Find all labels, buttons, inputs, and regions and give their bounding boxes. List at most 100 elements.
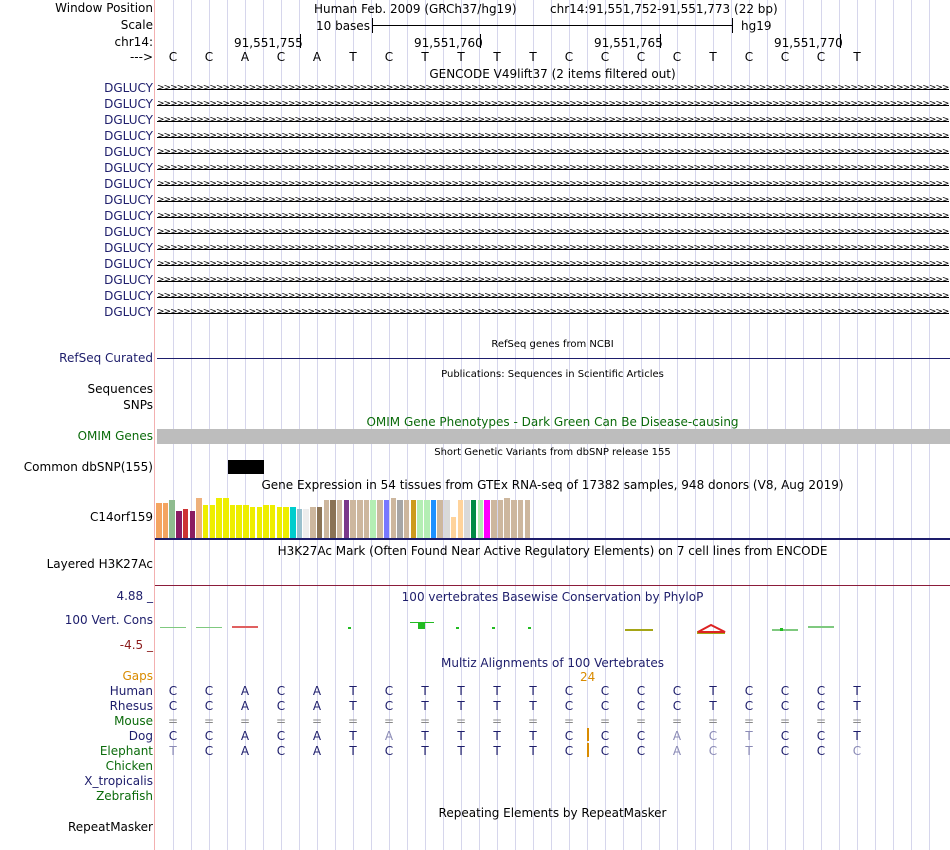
gtex-bar[interactable] [229,505,236,538]
gtex-bar[interactable] [276,507,283,538]
gencode-row-label[interactable]: DGLUCY [104,257,153,271]
gencode-transcript[interactable]: >>>>>>>>>>>>>>>>>>>>>>>>>>>>>>>>>>>>>>>>… [157,243,949,255]
gtex-bar[interactable] [403,500,410,538]
gencode-row-label[interactable]: DGLUCY [104,113,153,127]
gencode-transcript[interactable]: >>>>>>>>>>>>>>>>>>>>>>>>>>>>>>>>>>>>>>>>… [157,99,949,111]
gtex-bar[interactable] [491,500,497,538]
gencode-transcript[interactable]: >>>>>>>>>>>>>>>>>>>>>>>>>>>>>>>>>>>>>>>>… [157,83,949,95]
gtex-bar[interactable] [430,500,437,538]
multiz-species-dog[interactable]: Dog [128,729,153,743]
gtex-bar[interactable] [310,507,316,538]
gtex-bar[interactable] [176,511,182,538]
gencode-row-label[interactable]: DGLUCY [104,209,153,223]
gtex-bar[interactable] [410,500,417,538]
gtex-bar[interactable] [524,500,530,538]
multiz-species-mouse[interactable]: Mouse [114,714,153,728]
gencode-row-label[interactable]: DGLUCY [104,225,153,239]
gtex-bar[interactable] [417,500,423,538]
gencode-row-label[interactable]: DGLUCY [104,97,153,111]
gencode-row-label[interactable]: DGLUCY [104,81,153,95]
gencode-row-label[interactable]: DGLUCY [104,193,153,207]
gencode-row-label[interactable]: DGLUCY [104,161,153,175]
gtex-bar[interactable] [363,500,370,538]
gtex-bar[interactable] [249,507,256,538]
gtex-bar[interactable] [377,500,383,538]
gtex-bar[interactable] [504,498,510,538]
gencode-transcript[interactable]: >>>>>>>>>>>>>>>>>>>>>>>>>>>>>>>>>>>>>>>>… [157,115,949,127]
gtex-bar[interactable] [316,507,323,538]
gtex-bar[interactable] [457,500,463,538]
gtex-bar[interactable] [189,511,195,538]
multiz-species-chicken[interactable]: Chicken [105,759,153,773]
gencode-transcript[interactable]: >>>>>>>>>>>>>>>>>>>>>>>>>>>>>>>>>>>>>>>>… [157,307,949,319]
omim-label[interactable]: OMIM Genes [77,429,153,443]
gtex-bar[interactable] [330,500,336,538]
omim-feature[interactable] [157,429,950,444]
gtex-bar[interactable] [484,500,490,538]
gencode-row-label[interactable]: DGLUCY [104,177,153,191]
gencode-transcript[interactable]: >>>>>>>>>>>>>>>>>>>>>>>>>>>>>>>>>>>>>>>>… [157,179,949,191]
gtex-bar[interactable] [444,500,450,538]
gencode-transcript[interactable]: >>>>>>>>>>>>>>>>>>>>>>>>>>>>>>>>>>>>>>>>… [157,275,949,287]
gtex-bar[interactable] [283,507,289,538]
gtex-bar[interactable] [323,500,329,538]
gtex-bar[interactable] [517,500,524,538]
gtex-bar[interactable] [223,498,229,538]
gencode-row-label[interactable]: DGLUCY [104,129,153,143]
gencode-transcript[interactable]: >>>>>>>>>>>>>>>>>>>>>>>>>>>>>>>>>>>>>>>>… [157,211,949,223]
refseq-label[interactable]: RefSeq Curated [59,351,153,365]
multiz-species-x_tropicalis[interactable]: X_tropicalis [84,774,153,788]
publications-snps-label[interactable]: SNPs [123,398,153,412]
gtex-bar[interactable] [209,505,216,538]
multiz-species-elephant[interactable]: Elephant [99,744,153,758]
gtex-bar[interactable] [290,507,296,538]
multiz-species-human[interactable]: Human [109,684,153,698]
multiz-species-zebrafish[interactable]: Zebrafish [96,789,153,803]
gencode-transcript[interactable]: >>>>>>>>>>>>>>>>>>>>>>>>>>>>>>>>>>>>>>>>… [157,195,949,207]
gencode-row-label[interactable]: DGLUCY [104,289,153,303]
gencode-transcript[interactable]: >>>>>>>>>>>>>>>>>>>>>>>>>>>>>>>>>>>>>>>>… [157,163,949,175]
gtex-bar[interactable] [303,509,309,538]
gencode-row-label[interactable]: DGLUCY [104,305,153,319]
gtex-bar[interactable] [350,500,356,538]
gtex-bar[interactable] [156,503,162,538]
gtex-bar[interactable] [390,498,396,538]
multiz-species-rhesus[interactable]: Rhesus [109,699,153,713]
gencode-row-label[interactable]: DGLUCY [104,241,153,255]
gtex-bar[interactable] [216,498,222,538]
gtex-bar[interactable] [202,505,209,538]
gencode-transcript[interactable]: >>>>>>>>>>>>>>>>>>>>>>>>>>>>>>>>>>>>>>>>… [157,259,949,271]
gencode-transcript[interactable]: >>>>>>>>>>>>>>>>>>>>>>>>>>>>>>>>>>>>>>>>… [157,147,949,159]
gtex-bar[interactable] [269,505,276,538]
gtex-bar[interactable] [383,500,390,538]
gtex-bar[interactable] [477,500,484,538]
gtex-bar[interactable] [424,500,430,538]
repeatmasker-label[interactable]: RepeatMasker [67,820,153,834]
gtex-bar[interactable] [397,500,403,538]
publications-sequences-label[interactable]: Sequences [87,382,153,396]
gtex-bar[interactable] [196,498,202,538]
h3k27ac-label[interactable]: Layered H3K27Ac [46,557,153,571]
gencode-row-label[interactable]: DGLUCY [104,145,153,159]
gtex-bar[interactable] [437,500,443,538]
gtex-bar[interactable] [450,517,457,538]
gencode-transcript[interactable]: >>>>>>>>>>>>>>>>>>>>>>>>>>>>>>>>>>>>>>>>… [157,131,949,143]
gtex-bar[interactable] [162,503,169,538]
phylop-signal[interactable] [155,605,950,653]
gtex-bar[interactable] [263,505,269,538]
gencode-transcript[interactable]: >>>>>>>>>>>>>>>>>>>>>>>>>>>>>>>>>>>>>>>>… [157,227,949,239]
gtex-bar[interactable] [511,500,517,538]
gtex-bar[interactable] [370,500,376,538]
gtex-bar[interactable] [464,500,470,538]
gtex-bar[interactable] [169,500,175,538]
dbsnp-variant[interactable] [228,460,264,474]
gtex-label[interactable]: C14orf159 [89,510,153,524]
gencode-row-label[interactable]: DGLUCY [104,273,153,287]
gtex-bar[interactable] [243,505,249,538]
phylop-label[interactable]: 100 Vert. Cons [64,613,153,627]
gtex-bar[interactable] [236,505,242,538]
gtex-bar[interactable] [256,507,262,538]
refseq-line[interactable] [157,358,950,359]
gtex-bar[interactable] [336,500,343,538]
gtex-bar[interactable] [357,500,363,538]
